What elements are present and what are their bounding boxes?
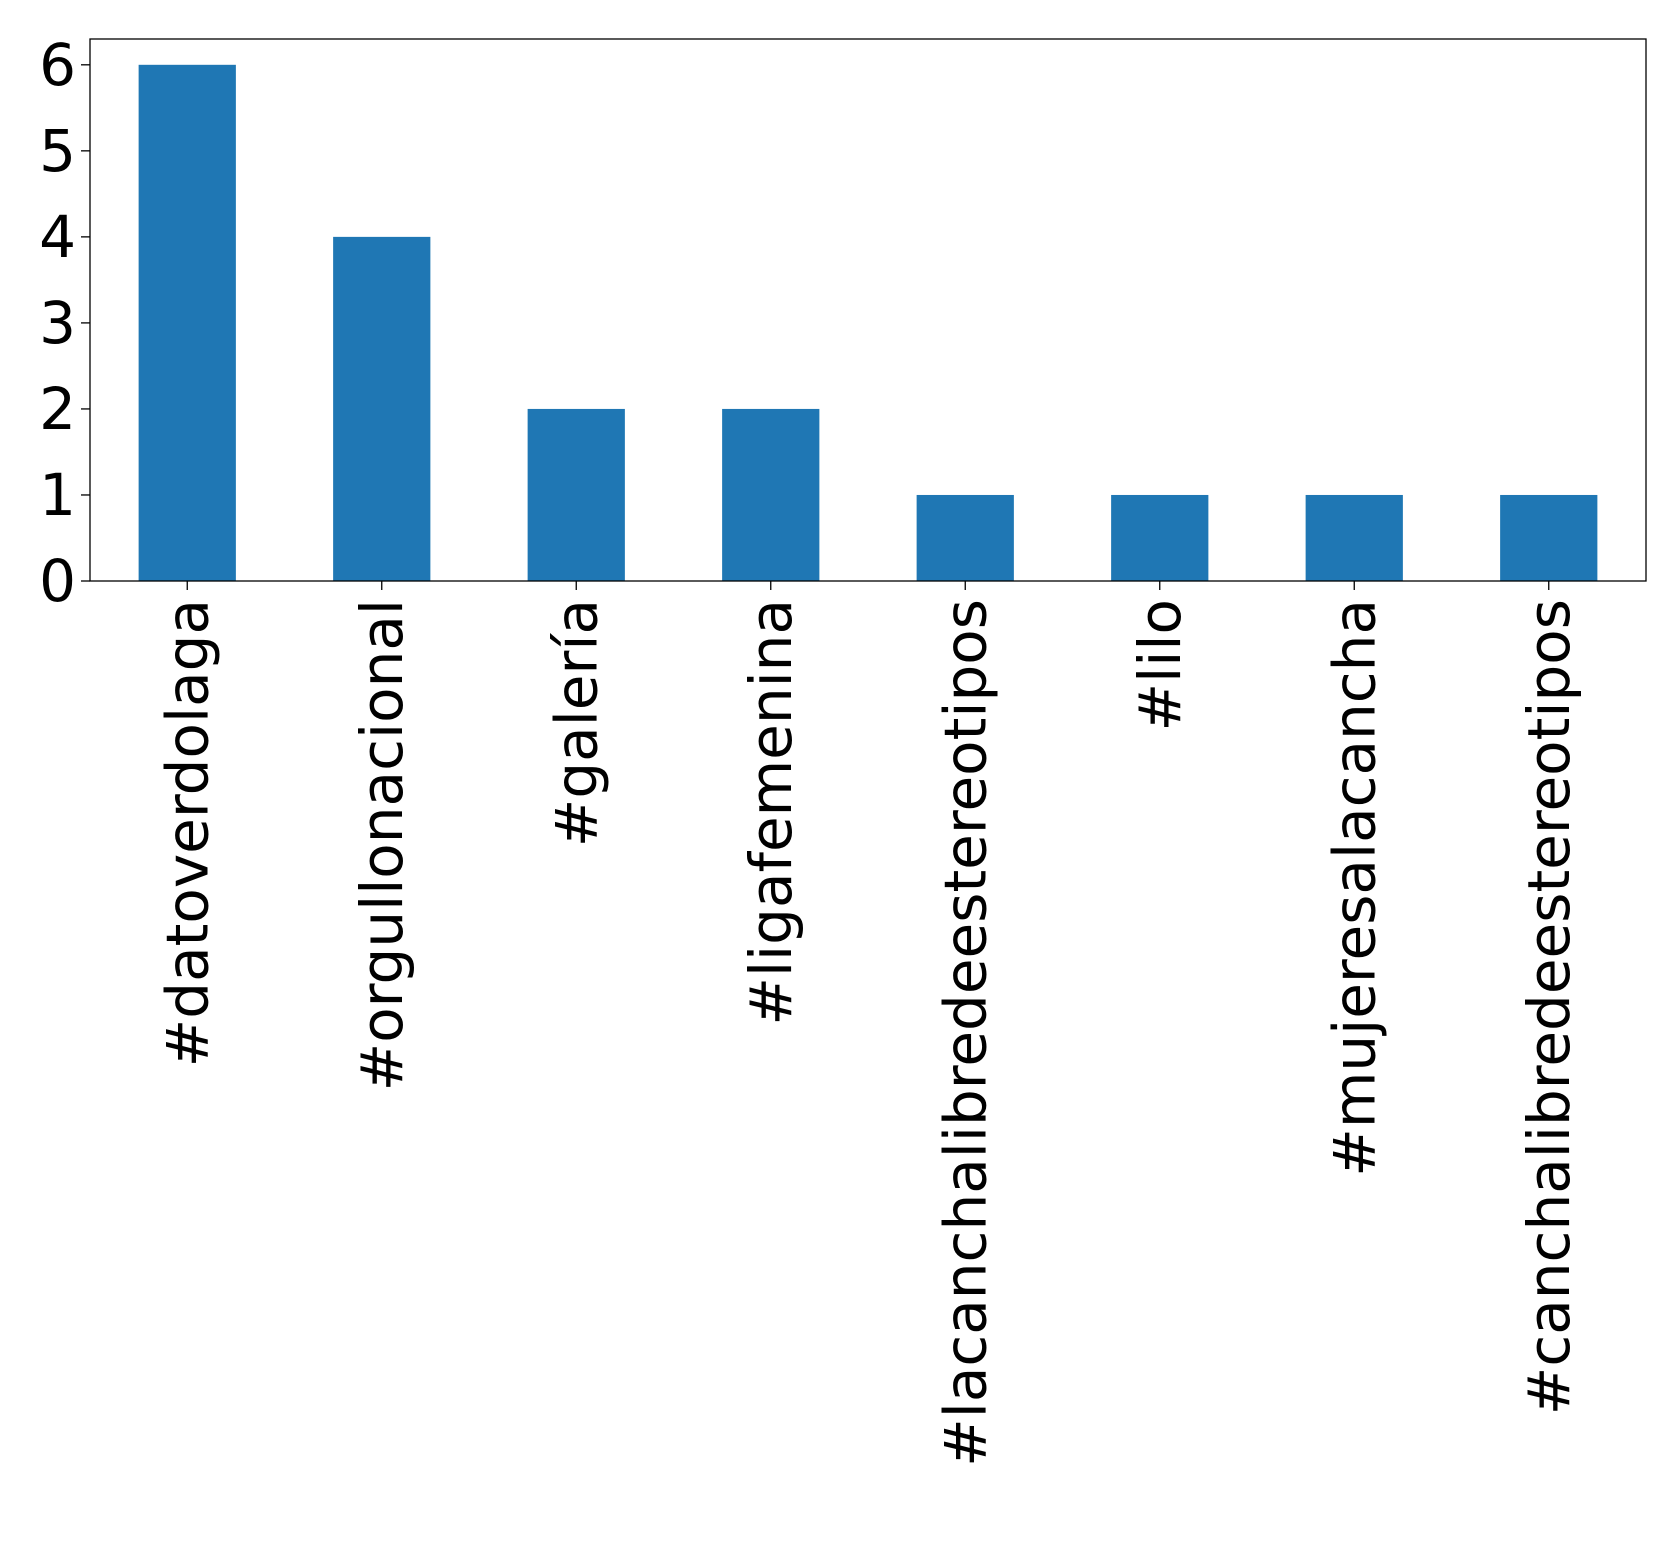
x-tick-label: #canchalibredeestereotipos <box>1515 599 1583 1415</box>
y-tick-label: 6 <box>39 31 76 99</box>
x-tick-label: #galería <box>542 599 610 847</box>
bar <box>722 408 820 581</box>
plot-frame <box>89 38 1647 582</box>
bar <box>1500 494 1598 581</box>
x-tick-label: #orgullonacional <box>348 599 416 1091</box>
y-tick-label: 4 <box>39 203 76 271</box>
bar <box>333 236 431 581</box>
bar <box>1111 494 1209 581</box>
bars-layer <box>138 64 1598 582</box>
x-tick-label: #lacanchalibredeestereotipos <box>931 599 999 1467</box>
x-axis: #datoverdolaga #orgullonacional #galería #l… <box>153 581 1583 1467</box>
bar <box>138 64 236 582</box>
y-tick-label: 2 <box>39 375 76 443</box>
y-tick-label: 1 <box>39 461 76 529</box>
bar <box>527 408 625 581</box>
y-axis: 0 1 2 3 4 5 6 <box>39 31 90 615</box>
y-tick-label: 3 <box>39 289 76 357</box>
bar <box>916 494 1014 581</box>
x-tick-label: #ligafemenina <box>737 599 805 1026</box>
x-tick-label: #datoverdolaga <box>153 599 221 1067</box>
y-tick-label: 0 <box>39 547 76 615</box>
x-tick-label: #mujeresalacancha <box>1320 599 1388 1177</box>
bar <box>1305 494 1403 581</box>
x-tick-label: #lilo <box>1126 599 1194 731</box>
y-tick-label: 5 <box>39 117 76 185</box>
